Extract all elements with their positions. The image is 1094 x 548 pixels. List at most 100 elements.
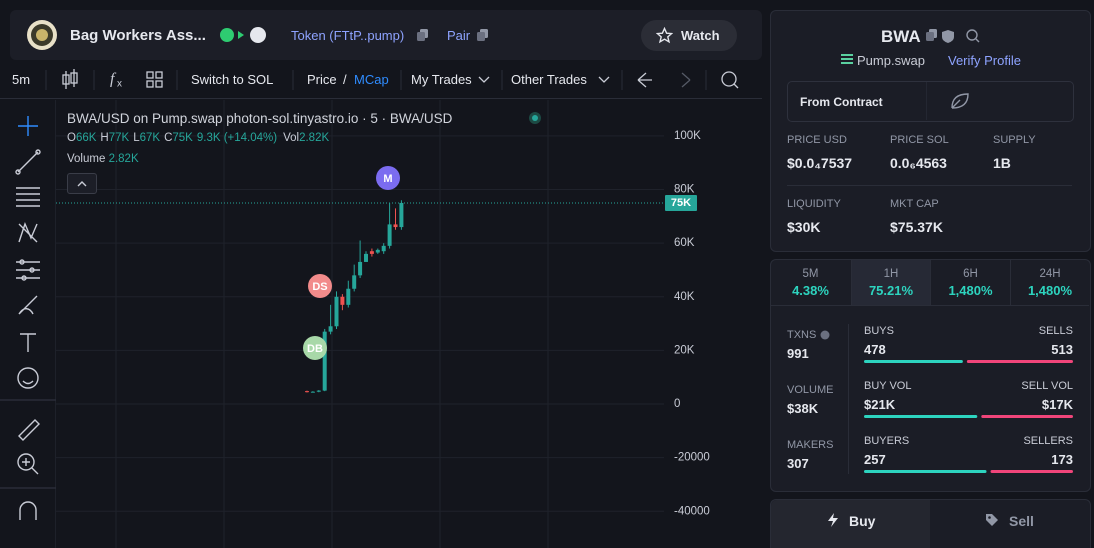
bolt-icon bbox=[828, 513, 838, 527]
my-trades[interactable]: My Trades bbox=[411, 72, 472, 87]
candle-body bbox=[393, 224, 398, 228]
sell-bar bbox=[966, 360, 1073, 363]
candle-body bbox=[364, 253, 368, 262]
volume-value: 2.82K bbox=[108, 153, 139, 165]
y-tick-label: 0 bbox=[674, 398, 680, 410]
stat-label: PRICE USD bbox=[787, 134, 847, 146]
verify-profile[interactable]: Verify Profile bbox=[948, 53, 1021, 68]
candle-body bbox=[352, 275, 357, 289]
trade-marker bbox=[308, 274, 332, 298]
candle-body bbox=[346, 288, 351, 305]
sell-label[interactable]: Sell bbox=[1009, 513, 1034, 529]
token-card bbox=[770, 10, 1091, 252]
timeframe-tab[interactable]: 1H 75.21% bbox=[850, 260, 931, 305]
star-icon bbox=[656, 27, 673, 44]
ohlc-value: 75K bbox=[172, 132, 193, 144]
ohlc-value: 77K bbox=[108, 132, 130, 144]
timeframe-label: 24H bbox=[1039, 268, 1061, 280]
timeframe-tab[interactable]: 6H 1,480% bbox=[930, 260, 1010, 305]
token-logo bbox=[27, 20, 57, 50]
ratio-bar bbox=[864, 470, 1073, 473]
separator: / bbox=[343, 72, 347, 87]
toolbar-icons: f x bbox=[45, 69, 739, 90]
marker-label: DB bbox=[307, 343, 323, 355]
ohlc-value: 66K bbox=[75, 132, 97, 144]
timeframe-change: 1,480% bbox=[948, 283, 993, 298]
switch-currency[interactable]: Switch to SOL bbox=[191, 72, 274, 87]
collapse-button[interactable] bbox=[67, 173, 97, 194]
interval[interactable]: 5m bbox=[12, 72, 31, 87]
from-contract-box[interactable] bbox=[787, 81, 1074, 122]
divider bbox=[848, 324, 849, 474]
copy-icon[interactable] bbox=[416, 28, 430, 42]
left-value: $21K bbox=[864, 397, 896, 412]
trade-marker bbox=[303, 336, 327, 360]
candle-body bbox=[316, 390, 321, 392]
header-bar bbox=[10, 10, 762, 60]
stat-label: PRICE SOL bbox=[890, 134, 949, 146]
from-contract[interactable]: From Contract bbox=[800, 95, 883, 109]
y-tick-label: 80K bbox=[674, 184, 695, 196]
y-tick-label: -20000 bbox=[674, 452, 710, 464]
left-label: BUY VOL bbox=[864, 380, 912, 392]
timeframe-label: 6H bbox=[963, 268, 978, 280]
candle-body bbox=[328, 326, 333, 332]
ohlc-key: C bbox=[164, 132, 173, 144]
metric-label: MAKERS bbox=[787, 439, 834, 451]
token-symbol: BWA bbox=[881, 27, 921, 46]
dex-name: Pump.swap bbox=[857, 53, 925, 68]
left-label: BUYS bbox=[864, 325, 894, 337]
divider bbox=[787, 185, 1072, 186]
right-value: 513 bbox=[1051, 342, 1073, 357]
buy-bar bbox=[864, 360, 963, 363]
candle-body bbox=[369, 251, 374, 254]
drawing-tools bbox=[0, 100, 56, 548]
svg-text:f: f bbox=[110, 71, 117, 88]
metric-label: TXNS bbox=[787, 329, 817, 341]
timeframe-label: 1H bbox=[883, 268, 899, 280]
buy-bar bbox=[864, 470, 987, 473]
left-value: 478 bbox=[864, 342, 886, 357]
timeframe-tab[interactable]: 5M 4.38% bbox=[771, 260, 850, 305]
y-tick-label: 20K bbox=[674, 344, 695, 356]
ohlc-key: O bbox=[67, 132, 76, 144]
sell-bar bbox=[990, 470, 1073, 473]
candle-body bbox=[399, 202, 404, 228]
token-icons bbox=[926, 29, 980, 43]
right-value: 173 bbox=[1051, 452, 1073, 467]
metric-total: $38K bbox=[787, 401, 819, 416]
stat-value: $30K bbox=[787, 219, 821, 235]
price-chart[interactable]: 100K 80K 60K 40K 20K 0 -20000 -40000 75K M DS DB bbox=[56, 100, 762, 548]
volume-title: Volume bbox=[67, 153, 106, 165]
chevron-up bbox=[77, 181, 87, 187]
price-toggle[interactable]: Price bbox=[307, 72, 337, 87]
token-name: Bag Workers Ass... bbox=[70, 27, 206, 44]
candle-body bbox=[334, 296, 339, 327]
other-trades[interactable]: Other Trades bbox=[511, 72, 587, 87]
last-price-tag bbox=[665, 194, 697, 211]
badges bbox=[220, 27, 266, 43]
marker-label: DS bbox=[312, 281, 327, 293]
timeframe-change: 75.21% bbox=[868, 283, 914, 298]
buy-label[interactable]: Buy bbox=[849, 513, 876, 529]
tag-icon bbox=[986, 514, 998, 526]
watch-label[interactable]: Watch bbox=[681, 28, 720, 43]
left-value: 257 bbox=[864, 452, 886, 467]
buy-tab[interactable] bbox=[771, 500, 930, 548]
copy-icon[interactable] bbox=[476, 28, 490, 42]
watch-button[interactable] bbox=[641, 20, 737, 51]
buy-bar bbox=[864, 415, 978, 418]
y-tick-label: -40000 bbox=[674, 505, 710, 517]
timeframe-tab[interactable]: 24H 1,480% bbox=[1009, 260, 1090, 305]
timeframe-change: 4.38% bbox=[792, 283, 829, 298]
ratio-bar bbox=[864, 415, 1073, 418]
dex-icon bbox=[841, 54, 853, 64]
candle-body bbox=[358, 261, 363, 276]
ohlc-key: Vol bbox=[283, 132, 300, 144]
pair-link[interactable]: Pair bbox=[447, 28, 471, 43]
token-link[interactable]: Token (FTtP..pump) bbox=[291, 28, 405, 43]
mcap-toggle[interactable]: MCap bbox=[354, 72, 389, 87]
y-tick-label: 60K bbox=[674, 237, 695, 249]
svg-text:x: x bbox=[117, 79, 122, 90]
